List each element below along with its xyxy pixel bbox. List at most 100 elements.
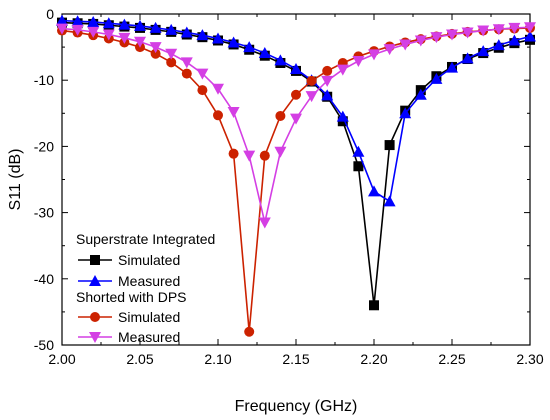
data-point-dps-measured [492,24,505,36]
data-point-dps-measured [56,23,68,35]
data-point-dps-measured [274,146,287,158]
legend-group-title: Superstrate Integrated [76,231,215,247]
data-point-dps-measured [290,113,302,125]
legend-entry-label: Simulated [118,309,180,325]
data-point-superstrate-measured [212,32,224,44]
data-point-dps-simulated [306,75,317,86]
data-point-dps-measured [243,150,256,162]
data-point-dps-simulated [166,57,177,68]
data-point-dps-simulated [244,326,255,337]
data-point-superstrate-measured [492,39,505,51]
data-point-superstrate-measured [134,19,146,31]
data-point-superstrate-measured [118,18,131,30]
data-point-dps-measured [477,25,490,37]
data-point-superstrate-measured [368,185,380,197]
legend-entry-label: Simulated [118,252,180,268]
series-layer [56,14,536,337]
data-point-superstrate-measured [414,88,427,100]
data-point-dps-measured [118,32,131,44]
data-point-superstrate-simulated [353,161,364,172]
x-tick-label: 2.10 [204,351,231,367]
y-tick-label: -50 [34,337,54,353]
data-point-dps-measured [212,83,224,95]
data-point-dps-measured [368,49,380,61]
data-point-superstrate-measured [258,47,271,59]
data-point-superstrate-measured [180,26,193,38]
series-dps-measured [56,22,536,229]
data-point-superstrate-measured [399,107,412,119]
x-tick-label: 2.25 [438,351,465,367]
y-axis-title: S11 (dB) [7,149,24,211]
data-point-dps-measured [305,91,318,103]
data-point-dps-measured [87,26,100,38]
data-point-superstrate-measured [430,72,443,84]
x-tick-label: 2.30 [516,351,543,367]
legend-swatch-marker [89,275,101,286]
legend-entry-label: Measured [118,329,180,345]
data-point-superstrate-measured [508,34,521,46]
data-point-superstrate-measured [87,15,100,27]
data-point-dps-simulated [259,150,270,161]
data-point-dps-simulated [213,110,223,121]
legend-entry-label: Measured [118,273,180,289]
data-point-dps-measured [258,217,271,229]
legend-swatch-marker [89,332,101,343]
data-point-dps-measured [71,24,84,36]
y-tick-label: -40 [34,271,54,287]
y-tick-label: -20 [34,138,54,154]
data-point-superstrate-measured [477,45,490,57]
data-point-dps-measured [336,64,349,76]
data-point-superstrate-simulated [369,300,379,311]
x-tick-label: 2.00 [48,351,75,367]
data-point-dps-simulated [150,48,161,59]
data-point-superstrate-measured [56,14,68,26]
legend-group-title: Shorted with DPS [76,289,187,305]
data-point-dps-measured [524,22,536,34]
data-point-superstrate-measured [71,15,84,27]
x-tick-label: 2.05 [126,351,153,367]
data-point-superstrate-measured [336,110,349,122]
data-point-dps-measured [196,68,209,80]
data-point-dps-measured [180,57,193,69]
data-point-superstrate-measured [274,54,287,66]
data-point-superstrate-measured [383,195,396,207]
data-point-dps-simulated [322,65,333,76]
data-point-dps-measured [383,44,396,56]
data-point-superstrate-measured [446,61,458,73]
data-point-dps-measured [321,75,334,87]
data-point-superstrate-measured [165,23,178,35]
y-tick-label: -30 [34,205,54,221]
data-point-dps-measured [446,29,458,41]
x-axis-title: Frequency (GHz) [235,398,358,415]
data-point-superstrate-measured [461,52,474,64]
data-point-dps-measured [165,48,178,60]
data-point-superstrate-measured [102,17,115,29]
data-point-superstrate-measured [196,29,209,41]
data-point-dps-measured [102,29,115,41]
data-point-superstrate-measured [321,89,334,101]
data-point-dps-simulated [197,85,208,96]
series-superstrate-measured [56,14,536,207]
data-point-dps-measured [399,39,412,51]
data-point-dps-measured [352,56,365,68]
legend-swatch-marker [90,312,100,322]
legend: Superstrate IntegratedSimulatedMeasuredS… [76,231,215,345]
data-point-dps-measured [461,27,474,39]
data-point-superstrate-measured [290,62,302,74]
y-tick-label: -10 [34,72,54,88]
x-tick-label: 2.15 [282,351,309,367]
series-line-dps-measured [61,26,531,223]
data-point-dps-simulated [228,148,239,159]
data-point-dps-measured [414,35,427,47]
data-point-superstrate-measured [227,36,240,48]
axes: 2.00 2.05 2.10 2.15 2.20 2.25 2.30 0 -10 -20 -30 -4… [7,6,544,415]
data-point-dps-simulated [291,89,301,100]
data-point-dps-measured [134,36,146,48]
series-line-superstrate-measured [61,19,531,203]
data-point-superstrate-measured [243,41,256,53]
legend-swatch-marker [90,255,100,265]
data-point-dps-measured [430,32,443,44]
x-tick-label: 2.20 [360,351,387,367]
